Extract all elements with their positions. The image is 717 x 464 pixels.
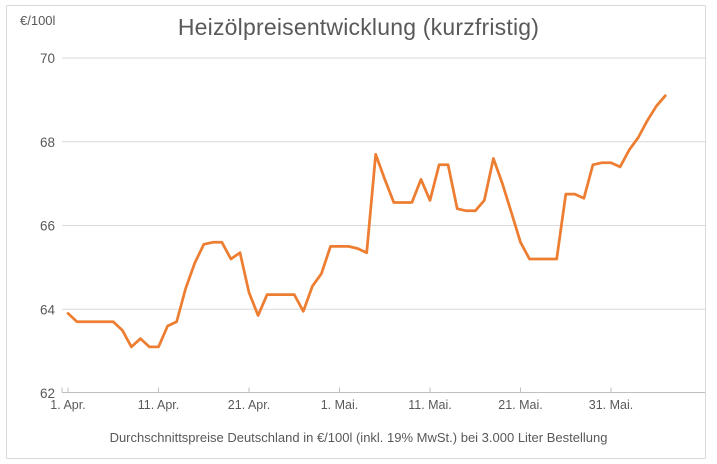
x-tick-label: 21. Mai.: [498, 398, 542, 412]
chart-caption: Durchschnittspreise Deutschland in €/100…: [109, 430, 608, 445]
y-tick-label: 62: [40, 386, 55, 401]
x-tick-label: 31. Mai.: [589, 398, 633, 412]
y-tick-label: 64: [40, 302, 56, 317]
x-tick-label: 11. Mai.: [408, 398, 452, 412]
y-axis-unit-label: €/100l: [20, 13, 56, 28]
x-tick-label: 11. Apr.: [138, 398, 179, 412]
x-tick-label: 1. Apr.: [50, 398, 85, 412]
x-tick-label: 1. Mai.: [321, 398, 359, 412]
y-tick-label: 68: [40, 135, 55, 150]
price-line: [66, 94, 667, 349]
y-tick-label: 66: [40, 219, 55, 234]
y-tick-label: 70: [40, 51, 55, 66]
chart-title: Heizölpreisentwicklung (kurzfristig): [177, 14, 540, 40]
x-tick-label: 21. Apr.: [228, 398, 270, 412]
chart-frame: [6, 5, 706, 459]
